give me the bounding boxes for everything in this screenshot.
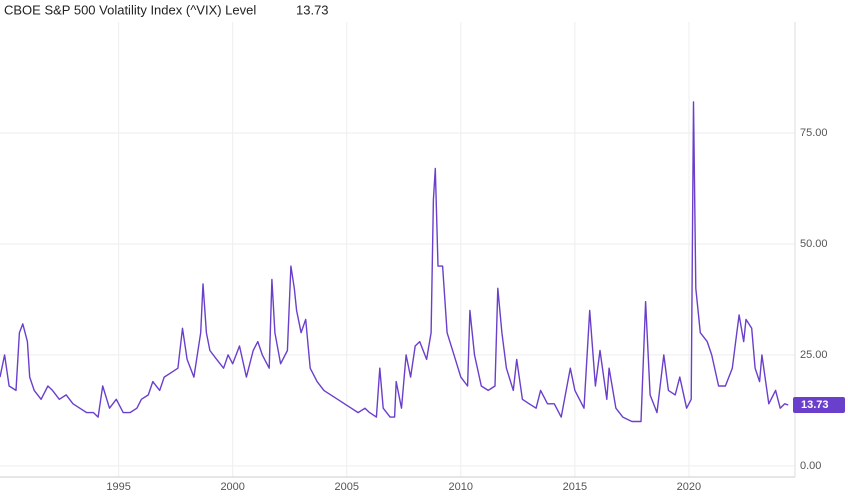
current-value: 13.73 — [296, 2, 329, 17]
y-tick-label: 50.00 — [800, 238, 828, 250]
x-tick-label: 2020 — [677, 481, 701, 493]
last-value-tag — [793, 396, 845, 413]
x-tick-label: 2005 — [335, 481, 359, 493]
x-tick-label: 2015 — [563, 481, 587, 493]
line-series — [0, 101, 789, 423]
y-tick-label: 0.00 — [800, 460, 821, 472]
y-tick-label: 75.00 — [800, 127, 828, 139]
x-tick-label: 1995 — [106, 481, 130, 493]
last-value-label: 13.73 — [801, 399, 829, 411]
chart-title: CBOE S&P 500 Volatility Index (^VIX) Lev… — [4, 2, 256, 17]
x-tick-label: 2000 — [220, 481, 244, 493]
x-tick-label: 2010 — [449, 481, 473, 493]
y-tick-label: 25.00 — [800, 349, 828, 361]
